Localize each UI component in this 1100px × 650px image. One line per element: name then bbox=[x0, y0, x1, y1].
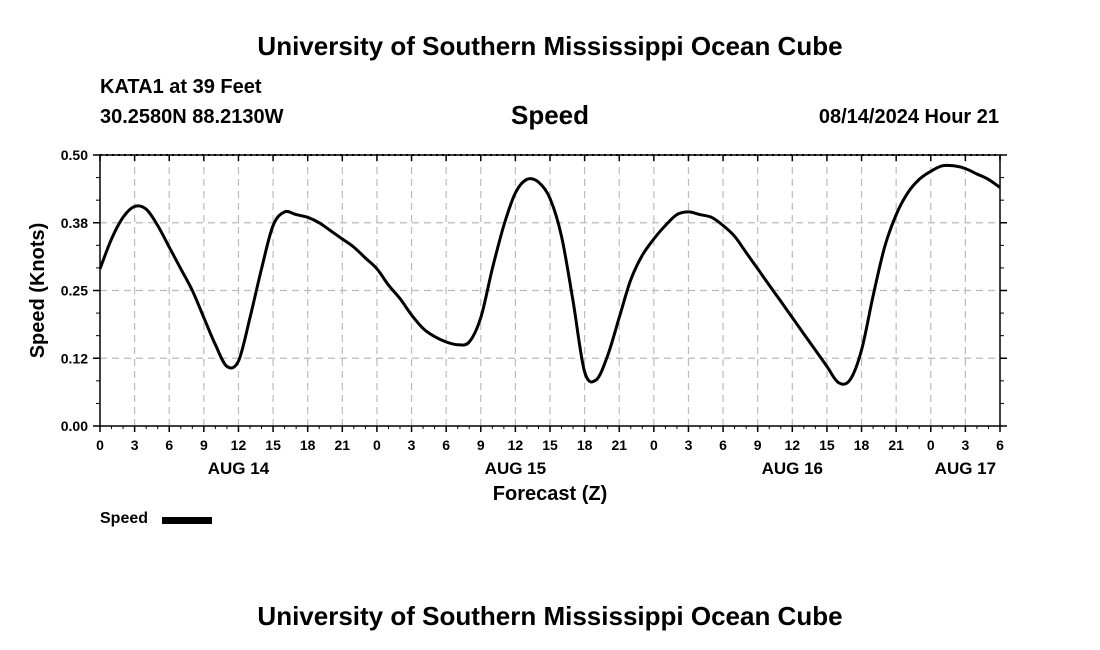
x-tick-label: 15 bbox=[819, 437, 835, 453]
x-tick-label: 6 bbox=[719, 437, 727, 453]
x-tick-label: 9 bbox=[754, 437, 762, 453]
x-tick-label: 6 bbox=[996, 437, 1004, 453]
x-tick-label: 0 bbox=[96, 437, 104, 453]
station-label: KATA1 at 39 Feet bbox=[100, 76, 262, 98]
x-tick-label: 15 bbox=[265, 437, 281, 453]
axis-ticks bbox=[93, 154, 1007, 432]
chart-title: University of Southern Mississippi Ocean… bbox=[257, 31, 843, 61]
x-tick-label: 21 bbox=[611, 437, 627, 453]
x-tick-label: 12 bbox=[231, 437, 247, 453]
y-tick-label: 0.12 bbox=[61, 350, 88, 366]
x-tick-label: 6 bbox=[442, 437, 450, 453]
station-coords: 30.2580N 88.2130W bbox=[100, 106, 284, 128]
x-tick-label: 12 bbox=[785, 437, 801, 453]
day-label: AUG 15 bbox=[485, 459, 546, 478]
x-tick-label: 3 bbox=[961, 437, 969, 453]
y-axis-label: Speed (Knots) bbox=[27, 223, 49, 359]
x-tick-label: 3 bbox=[131, 437, 139, 453]
axis-labels: 0 3 6 9 12 15 18 21 0 3 6 9 12 15 18 21 0 3 6 9 12 15 18 21 0 3 6 0… bbox=[61, 147, 1004, 478]
x-tick-label: 0 bbox=[650, 437, 658, 453]
x-tick-label: 15 bbox=[542, 437, 558, 453]
x-tick-label: 21 bbox=[888, 437, 904, 453]
legend-label: Speed bbox=[100, 510, 149, 527]
x-tick-label: 0 bbox=[927, 437, 935, 453]
variable-title: Speed bbox=[510, 100, 590, 130]
x-tick-label: 6 bbox=[165, 437, 173, 453]
x-tick-label: 9 bbox=[477, 437, 485, 453]
footer-title: University of Southern Mississippi Ocean… bbox=[257, 601, 843, 631]
x-tick-label: 21 bbox=[335, 437, 351, 453]
legend-swatch bbox=[162, 517, 212, 524]
y-tick-label: 0.50 bbox=[61, 147, 88, 163]
day-label: AUG 17 bbox=[935, 459, 996, 478]
x-axis-label: Forecast (Z) bbox=[493, 483, 607, 505]
y-tick-label: 0.38 bbox=[61, 215, 88, 231]
day-label: AUG 16 bbox=[762, 459, 823, 478]
x-tick-label: 3 bbox=[408, 437, 416, 453]
day-label: AUG 14 bbox=[208, 459, 270, 478]
y-tick-label: 0.00 bbox=[61, 418, 88, 434]
y-tick-label: 0.25 bbox=[61, 283, 88, 299]
x-tick-label: 9 bbox=[200, 437, 208, 453]
x-tick-label: 18 bbox=[854, 437, 870, 453]
x-tick-label: 18 bbox=[577, 437, 593, 453]
grid-lines bbox=[100, 155, 1000, 426]
x-tick-label: 18 bbox=[300, 437, 316, 453]
x-tick-label: 3 bbox=[685, 437, 693, 453]
x-tick-label: 0 bbox=[373, 437, 381, 453]
speed-series-line bbox=[98, 163, 1001, 386]
issued-time: 08/14/2024 Hour 21 bbox=[818, 106, 999, 128]
x-tick-label: 12 bbox=[508, 437, 524, 453]
